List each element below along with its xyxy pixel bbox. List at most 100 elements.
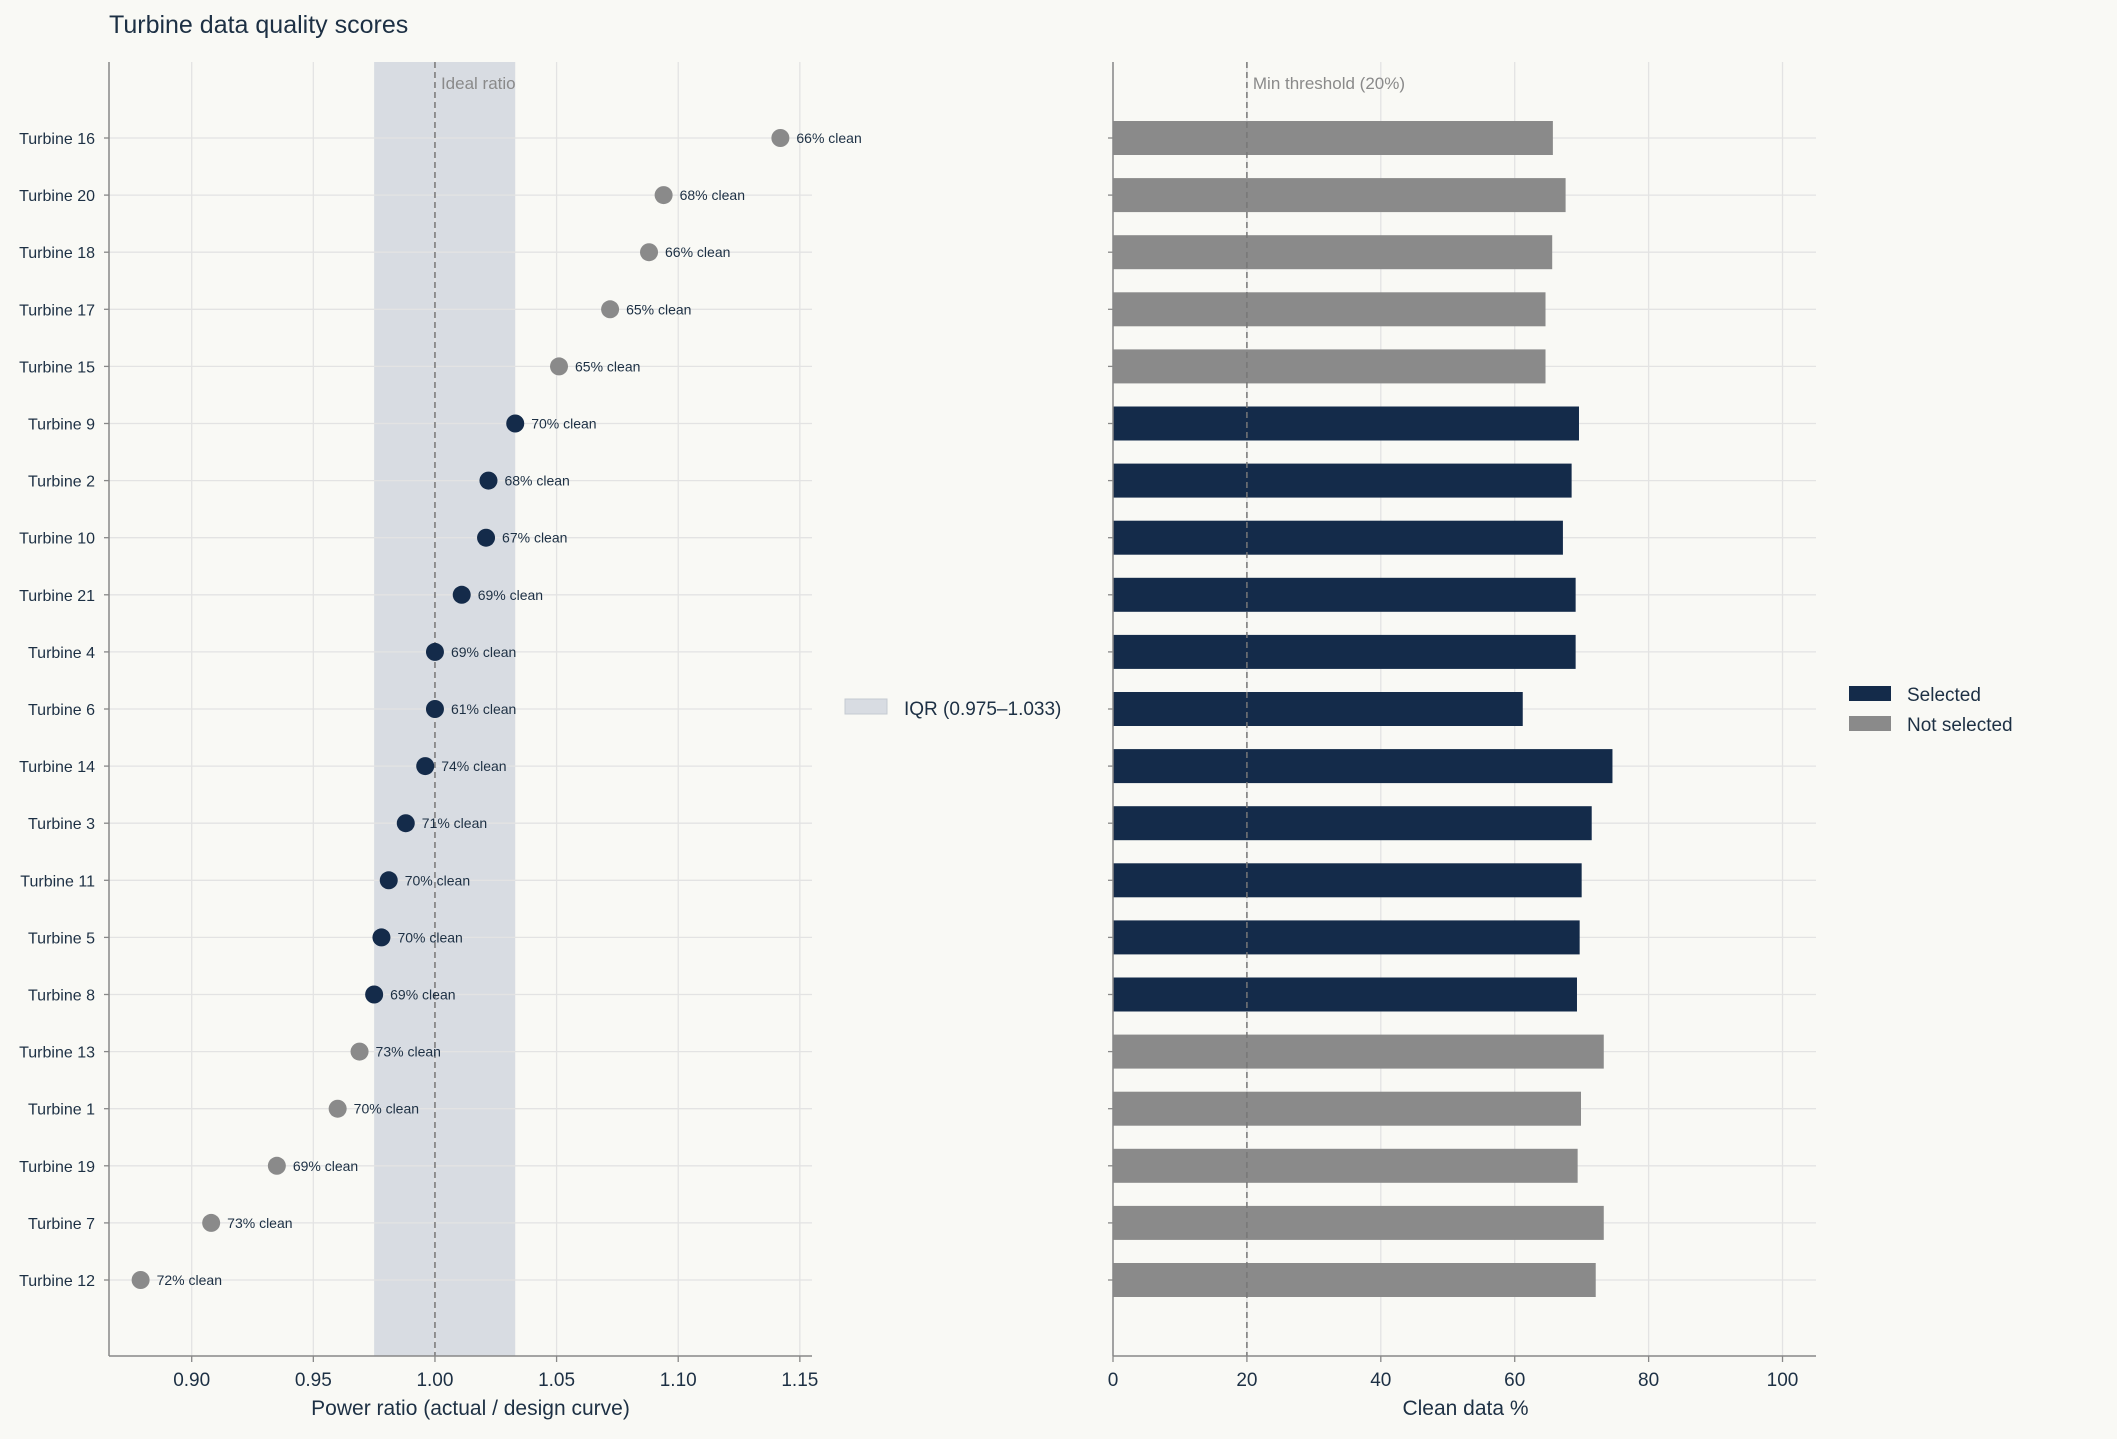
ideal-ratio-label: Ideal ratio [441,74,516,93]
point-label: 68% clean [680,187,745,203]
bar [1113,1034,1604,1069]
legend-label: Not selected [1907,715,2013,736]
y-tick-label: Turbine 19 [19,1159,95,1176]
data-point [379,871,398,890]
bar [1113,806,1592,841]
y-tick-label: Turbine 6 [28,702,95,719]
power-ratio-panel: Ideal ratio 0.90 0.95 1.00 1.05 1.10 1.15 Power… [19,62,862,1420]
x-tick-label: 80 [1638,1370,1659,1391]
bar [1113,863,1582,898]
data-point [425,700,444,718]
data-point [477,528,496,547]
data-point [202,1213,221,1232]
x-tick-label: 0.95 [295,1370,332,1391]
y-tick-label: Turbine 5 [28,930,95,947]
data-point [267,1156,286,1175]
bar [1113,292,1546,327]
point-label: 69% clean [478,587,543,603]
y-tick-label: Turbine 18 [19,245,95,262]
y-tick-label: Turbine 9 [28,417,95,434]
x-tick-label: 1.15 [781,1370,818,1391]
x-tick-label: 100 [1767,1370,1799,1391]
y-tick-label: Turbine 3 [28,816,95,833]
y-tick-label: Turbine 14 [19,759,95,776]
bar [1113,520,1563,555]
y-tick-label: Turbine 4 [28,645,95,662]
y-tick-label: Turbine 16 [19,131,95,148]
x-tick-label: 1.05 [538,1370,575,1391]
min-threshold-label: Min threshold (20%) [1253,74,1405,93]
data-point [425,642,444,661]
data-point [654,186,673,205]
point-label: 73% clean [376,1044,441,1060]
x-tick-label: 0 [1108,1370,1119,1391]
data-point [640,243,659,262]
x-tick-label: 40 [1370,1370,1391,1391]
point-label: 65% clean [575,358,640,374]
data-point [479,471,498,490]
point-label: 65% clean [626,301,691,317]
y-tick-label: Turbine 2 [28,474,95,491]
data-point [365,985,384,1004]
bar [1113,1148,1578,1183]
iqr-legend-swatch [844,698,888,715]
point-label: 70% clean [354,1101,419,1117]
bar [1113,121,1553,155]
data-point [372,928,391,947]
data-point [506,414,525,433]
bar [1113,406,1579,441]
bar [1113,577,1576,612]
data-point [328,1099,347,1118]
bar [1113,1091,1581,1126]
data-point [771,129,790,147]
clean-data-panel: Min threshold (20%) 0 20 40 60 80 100 Clean dat… [1108,62,1816,1420]
data-point [350,1042,369,1061]
y-tick-label: Turbine 8 [28,988,95,1005]
bar [1113,634,1576,669]
y-tick-label: Turbine 17 [19,302,95,319]
data-point [396,814,415,833]
point-label: 66% clean [796,130,861,146]
x-tick-label: 0.90 [173,1370,210,1391]
point-label: 70% clean [531,416,596,432]
point-label: 70% clean [405,872,470,888]
bar [1113,463,1572,498]
legend-swatch-selected [1849,686,1891,701]
bar [1113,920,1580,955]
data-point [131,1271,150,1289]
y-tick-label: Turbine 21 [19,588,95,605]
y-tick-label: Turbine 11 [20,873,95,890]
x-axis-label: Power ratio (actual / design curve) [311,1397,630,1420]
y-tick-label: Turbine 1 [28,1102,95,1119]
x-axis-label: Clean data % [1402,1397,1528,1420]
data-point [452,585,471,604]
x-tick-label: 60 [1504,1370,1525,1391]
point-label: 68% clean [504,473,569,489]
bar [1113,178,1566,213]
point-label: 66% clean [665,244,730,260]
point-label: 67% clean [502,530,567,546]
point-label: 73% clean [227,1215,292,1231]
chart-title: Turbine data quality scores [109,11,408,39]
y-tick-label: Turbine 7 [28,1216,95,1233]
point-label: 74% clean [441,758,506,774]
legend-swatch-not-selected [1849,716,1891,731]
legend-label: Selected [1907,685,1981,706]
iqr-legend-label: IQR (0.975–1.033) [904,699,1061,720]
bar [1113,977,1577,1012]
point-label: 69% clean [293,1158,358,1174]
data-point [550,357,569,376]
x-tick-label: 1.10 [660,1370,697,1391]
point-label: 69% clean [390,987,455,1003]
point-label: 71% clean [422,815,487,831]
data-point [601,300,620,319]
point-label: 72% clean [157,1272,222,1288]
y-tick-label: Turbine 12 [19,1273,95,1290]
y-tick-label: Turbine 15 [19,359,95,376]
x-tick-label: 1.00 [416,1370,453,1391]
bar [1113,1205,1604,1240]
y-tick-label: Turbine 10 [19,531,95,548]
bar [1113,692,1523,726]
